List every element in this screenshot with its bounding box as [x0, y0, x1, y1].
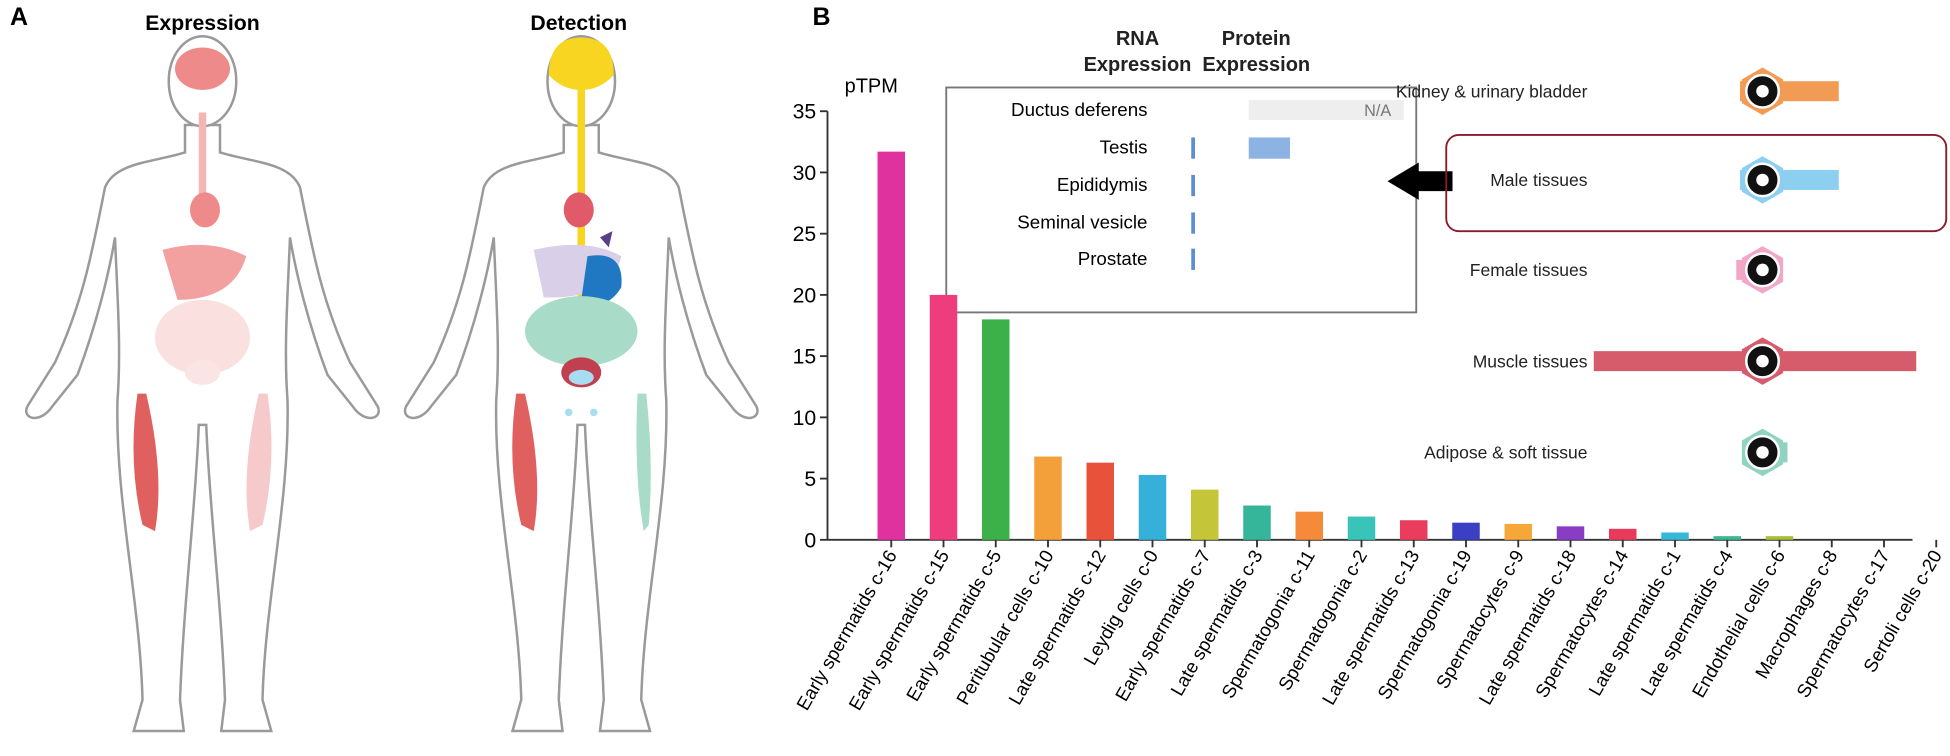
column-header: Protein Expression	[1202, 28, 1311, 77]
tissue-bar	[1781, 81, 1839, 102]
bar	[1504, 523, 1532, 540]
bar	[1765, 536, 1794, 540]
y-tick-label: 25	[793, 222, 817, 246]
bar	[1713, 536, 1741, 540]
expression-bar	[1191, 174, 1195, 197]
row-label: Epididymis	[1057, 174, 1148, 195]
tissue-label-box: Adipose & soft tissue	[1424, 442, 1588, 463]
bar	[982, 319, 1010, 540]
tissue-label: Adipose & soft tissue	[1424, 442, 1588, 463]
tissue-bar	[1781, 169, 1839, 190]
x-tick-label: Peritubular cells c-10	[952, 546, 1058, 708]
body-expression	[25, 34, 380, 733]
figure-title: Detection	[530, 11, 627, 35]
x-tick-label: Late spermatids c-1	[1584, 546, 1684, 699]
x-tick-label: Late spermatids c-4	[1636, 546, 1736, 699]
y-tick-label: 0	[804, 528, 816, 552]
na-label: N/A	[1364, 102, 1391, 120]
tissue-icon-glyph	[1756, 84, 1769, 98]
y-tick-label: 15	[793, 345, 817, 369]
bar	[1609, 528, 1637, 540]
figure-title: Expression	[145, 11, 260, 35]
tissue-bar	[1736, 259, 1744, 280]
x-tick-label: Late spermatids c-13	[1318, 546, 1424, 708]
x-tick-label: Endothelial cells c-6	[1688, 546, 1790, 701]
bar	[1400, 520, 1428, 540]
y-tick-label: 10	[793, 406, 817, 430]
bar	[1086, 462, 1114, 540]
tissue-label: Female tissues	[1469, 259, 1588, 280]
tissue-label-box: Kidney & urinary bladder	[1395, 81, 1588, 102]
tissue-bar	[1781, 351, 1917, 372]
highlight-box	[1445, 134, 1948, 233]
tissue-label: Kidney & urinary bladder	[1395, 81, 1588, 102]
bar	[1661, 532, 1689, 540]
na-box	[1248, 99, 1404, 120]
expression-bar	[1191, 248, 1195, 270]
bar	[1191, 489, 1219, 540]
y-tick-label: 5	[804, 467, 816, 491]
bar	[1452, 522, 1480, 540]
tissue-label-box: Male tissues	[1490, 169, 1588, 190]
x-tick-label: Spermatogonia c-19	[1373, 546, 1476, 703]
x-tick-label: Late spermatids c-12	[1004, 546, 1110, 708]
bar	[1034, 456, 1062, 540]
row-label: Testis	[1100, 137, 1148, 158]
x-tick-label: Early spermatids c-7	[1111, 546, 1215, 704]
tissue-label-box: Female tissues	[1469, 259, 1588, 280]
bar	[1295, 511, 1323, 540]
panel-label: A	[10, 3, 28, 31]
panel-label: B	[813, 3, 831, 31]
x-tick-label: Late spermatids c-3	[1166, 546, 1266, 699]
body-detection	[403, 34, 759, 733]
bar	[1556, 526, 1585, 540]
tissue-bar	[1593, 351, 1744, 372]
column-header-box: Protein Expression	[1202, 28, 1311, 77]
tissue-icon-glyph	[1756, 354, 1769, 368]
tissue-label-box: Muscle tissues	[1472, 351, 1588, 372]
inset-box	[945, 86, 1418, 314]
column-header-box: RNA Expression	[1083, 28, 1192, 77]
row-label: Prostate	[1078, 248, 1148, 269]
y-tick-label: 20	[793, 283, 817, 307]
bar	[1347, 516, 1376, 540]
x-tick-label: Spermatocytes c-17	[1792, 546, 1894, 701]
row-label: Seminal vesicle	[1017, 212, 1147, 233]
x-tick-label: Early spermatids c-16	[792, 546, 901, 713]
expression-bar	[1191, 212, 1195, 234]
tissue-icon-glyph	[1756, 446, 1769, 459]
x-tick-label: Early spermatids c-5	[902, 546, 1006, 704]
tissue-icon-glyph	[1756, 263, 1769, 277]
bar	[929, 294, 958, 540]
y-axis-label: pTPM	[845, 75, 898, 97]
y-tick-label: 30	[793, 161, 817, 185]
x-tick-label: Early spermatids c-15	[844, 546, 953, 713]
expression-bar	[1191, 137, 1195, 159]
row-label: Ductus deferens	[1011, 99, 1147, 120]
expression-bar	[1248, 137, 1290, 159]
y-tick-label: 35	[793, 100, 817, 124]
x-tick-label: Spermatogonia c-11	[1217, 546, 1319, 701]
bar	[877, 151, 905, 540]
tissue-bar	[1781, 442, 1788, 463]
x-tick-label: Spermatocytes c-14	[1531, 546, 1633, 701]
bar	[1243, 505, 1271, 540]
tissue-icon-glyph	[1756, 173, 1769, 187]
column-header: RNA Expression	[1083, 28, 1192, 77]
bar	[1138, 474, 1167, 540]
tissue-label: Muscle tissues	[1472, 351, 1588, 372]
x-tick-label: Late spermatids c-18	[1475, 546, 1581, 708]
arrow	[1387, 162, 1453, 200]
tissue-label: Male tissues	[1490, 169, 1588, 190]
